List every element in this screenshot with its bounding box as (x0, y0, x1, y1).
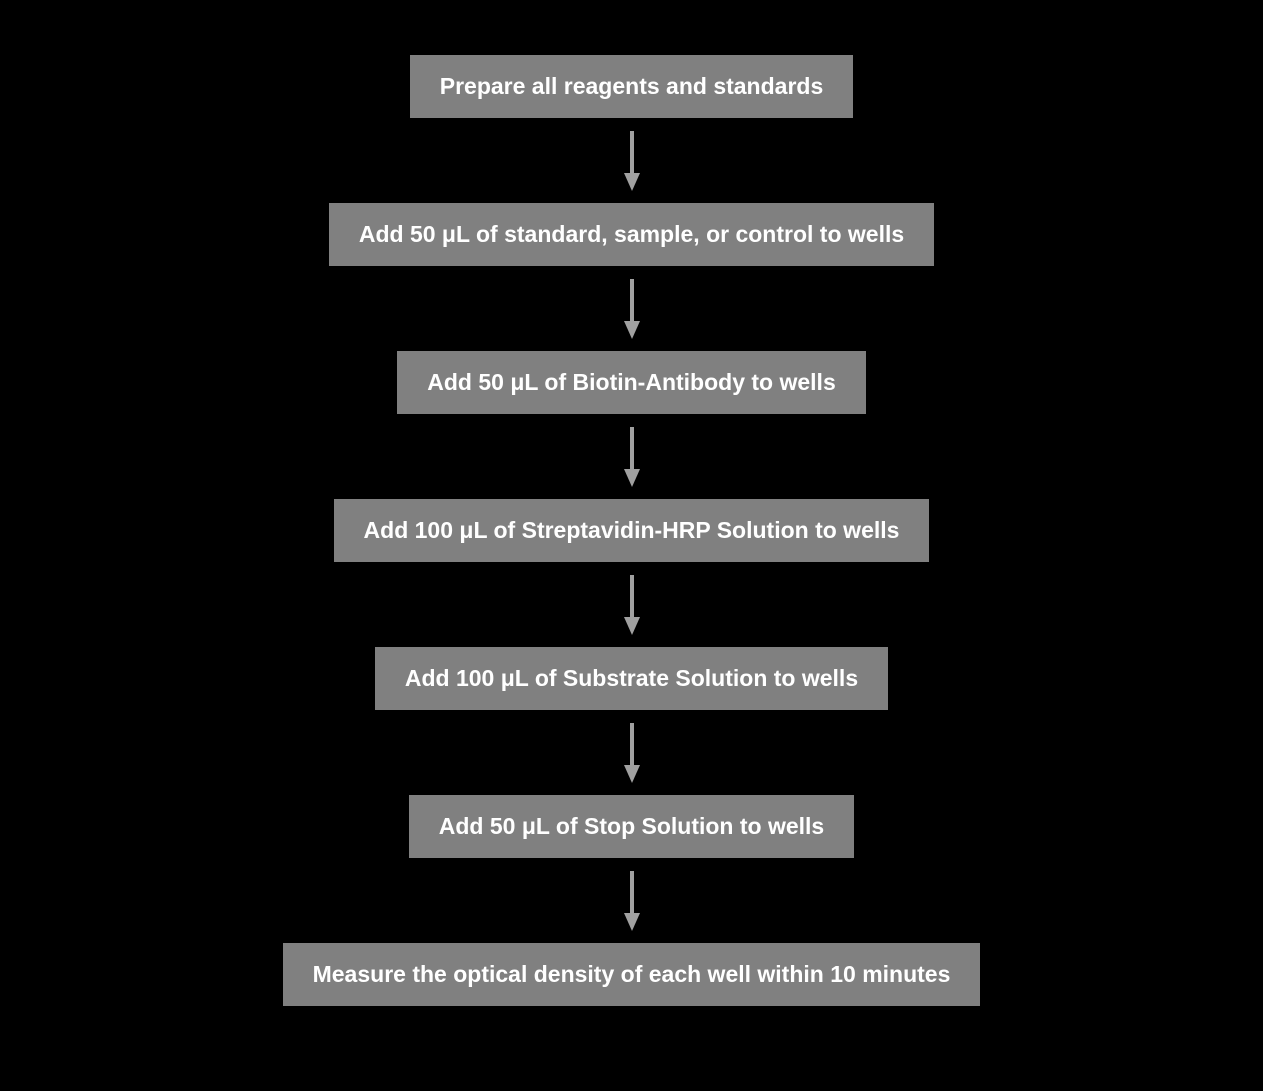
flowchart-step: Add 50 μL of Biotin-Antibody to wells (397, 351, 865, 414)
arrow-down-icon (622, 279, 642, 339)
flowchart-step: Add 50 μL of standard, sample, or contro… (329, 203, 934, 266)
step-label: Add 50 μL of Stop Solution to wells (439, 813, 824, 839)
step-label: Prepare all reagents and standards (440, 73, 824, 99)
arrow-container (622, 266, 642, 351)
arrow-container (622, 858, 642, 943)
arrow-container (622, 118, 642, 203)
flowchart-step: Prepare all reagents and standards (410, 55, 854, 118)
flowchart-step: Add 50 μL of Stop Solution to wells (409, 795, 854, 858)
step-label: Add 100 μL of Streptavidin-HRP Solution … (364, 517, 900, 543)
arrow-down-icon (622, 575, 642, 635)
arrow-container (622, 562, 642, 647)
step-label: Add 50 μL of Biotin-Antibody to wells (427, 369, 835, 395)
flowchart-step: Add 100 μL of Substrate Solution to well… (375, 647, 888, 710)
arrow-down-icon (622, 131, 642, 191)
arrow-down-icon (622, 723, 642, 783)
arrow-down-icon (622, 427, 642, 487)
arrow-down-icon (622, 871, 642, 931)
step-label: Add 50 μL of standard, sample, or contro… (359, 221, 904, 247)
flowchart-step: Measure the optical density of each well… (283, 943, 981, 1006)
arrow-container (622, 710, 642, 795)
flowchart-container: Prepare all reagents and standards Add 5… (0, 55, 1263, 1006)
step-label: Measure the optical density of each well… (313, 961, 951, 987)
step-label: Add 100 μL of Substrate Solution to well… (405, 665, 858, 691)
arrow-container (622, 414, 642, 499)
flowchart-step: Add 100 μL of Streptavidin-HRP Solution … (334, 499, 930, 562)
